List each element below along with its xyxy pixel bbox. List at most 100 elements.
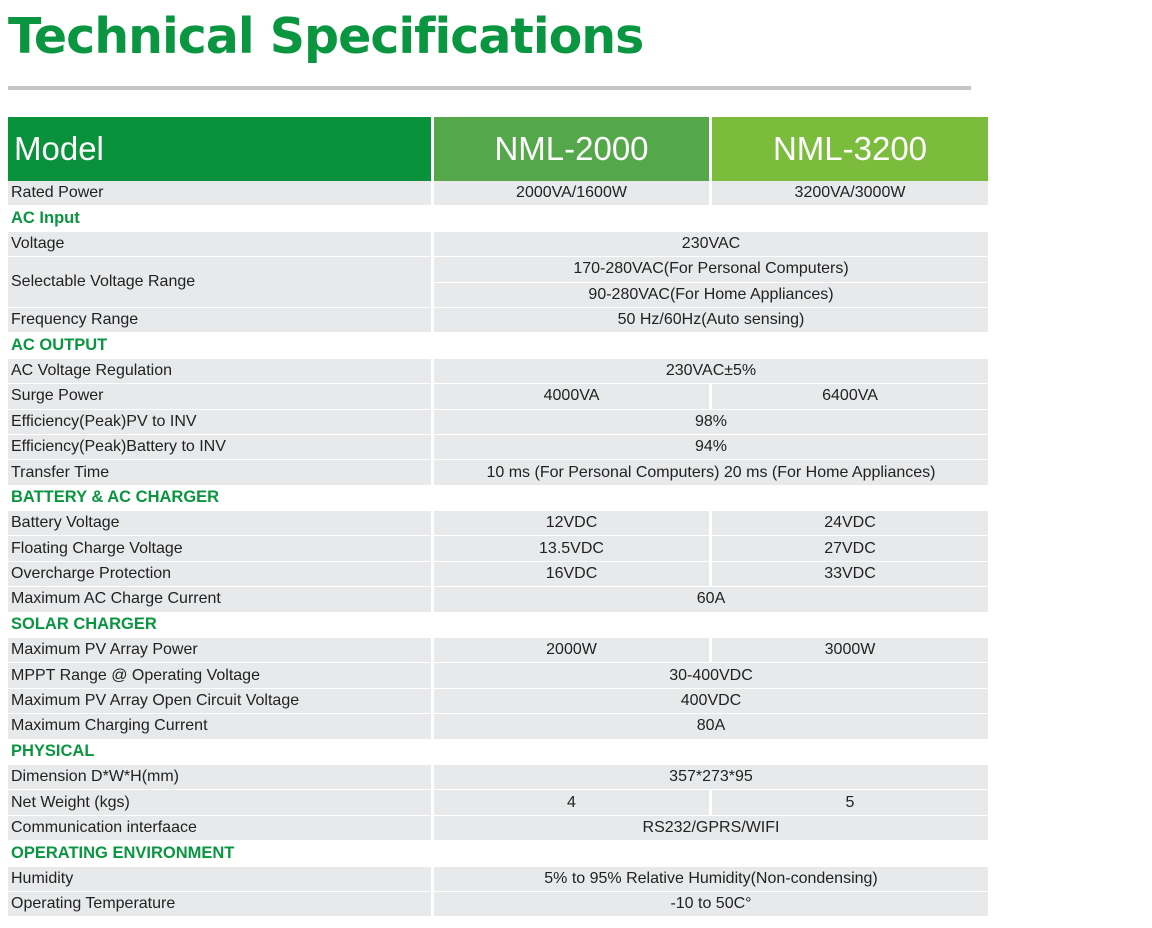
table-row: Net Weight (kgs) 4 5 (8, 790, 988, 816)
table-row: Maximum PV Array Power 2000W 3000W (8, 638, 988, 664)
cell-stack: 170-280VAC(For Personal Computers) 90-28… (431, 257, 988, 308)
row-label: Floating Charge Voltage (8, 536, 431, 562)
section-row: PHYSICAL (8, 739, 988, 765)
table-row: Maximum AC Charge Current 60A (8, 587, 988, 613)
table-row: Voltage 230VAC (8, 231, 988, 258)
cell-shared: 80A (431, 714, 988, 740)
row-label: Dimension D*W*H(mm) (8, 765, 431, 791)
table-row: Humidity 5% to 95% Relative Humidity(Non… (8, 866, 988, 892)
cell-shared: 30-400VDC (431, 663, 988, 689)
cell-nml-2000: 2000VA/1600W (431, 181, 709, 207)
section-row: SOLAR CHARGER (8, 612, 988, 639)
section-row: AC OUTPUT (8, 333, 988, 359)
section-blank (431, 841, 988, 867)
cell-nml-3200: 33VDC (709, 561, 988, 588)
table-row: Battery Voltage 12VDC 24VDC (8, 511, 988, 537)
row-label: Efficiency(Peak)PV to INV (8, 409, 431, 435)
cell-nml-3200: 3000W (709, 638, 988, 664)
cell-nml-2000: 2000W (431, 638, 709, 664)
table-row: Maximum PV Array Open Circuit Voltage 40… (8, 688, 988, 715)
section-heading: AC Input (8, 206, 431, 232)
table-row: Rated Power 2000VA/1600W 3200VA/3000W (8, 181, 988, 207)
table-row: AC Voltage Regulation 230VAC±5% (8, 358, 988, 385)
row-label: MPPT Range @ Operating Voltage (8, 663, 431, 689)
cell-nml-3200: 27VDC (709, 536, 988, 562)
table-row: Efficiency(Peak)PV to INV 98% (8, 409, 988, 435)
row-label: Battery Voltage (8, 511, 431, 537)
cell-nml-3200: 3200VA/3000W (709, 181, 988, 207)
cell-shared: -10 to 50C° (431, 891, 988, 918)
section-heading: SOLAR CHARGER (8, 612, 431, 639)
row-label: Maximum AC Charge Current (8, 587, 431, 613)
section-heading: BATTERY & AC CHARGER (8, 485, 431, 512)
section-blank (431, 206, 988, 232)
cell-shared: 50 Hz/60Hz(Auto sensing) (431, 307, 988, 334)
row-label: Selectable Voltage Range (8, 257, 431, 308)
table-row: Maximum Charging Current 80A (8, 714, 988, 740)
section-row: AC Input (8, 206, 988, 232)
table-row: Selectable Voltage Range 170-280VAC(For … (8, 257, 988, 308)
section-heading: PHYSICAL (8, 739, 431, 765)
title-divider (8, 86, 971, 90)
section-row: BATTERY & AC CHARGER (8, 485, 988, 512)
table-row: Surge Power 4000VA 6400VA (8, 384, 988, 410)
row-label: Frequency Range (8, 307, 431, 334)
cell-shared: 10 ms (For Personal Computers) 20 ms (Fo… (431, 460, 988, 486)
header-model-nml-3200: NML-3200 (712, 117, 988, 181)
section-blank (431, 333, 988, 359)
cell-nml-2000: 12VDC (431, 511, 709, 537)
table-row: Efficiency(Peak)Battery to INV 94% (8, 434, 988, 461)
cell-nml-3200: 5 (709, 790, 988, 816)
row-label: Voltage (8, 231, 431, 258)
cell-shared: 98% (431, 409, 988, 435)
row-label: Communication interfaace (8, 815, 431, 842)
table-row: Frequency Range 50 Hz/60Hz(Auto sensing) (8, 307, 988, 334)
row-label: AC Voltage Regulation (8, 358, 431, 385)
header-model-label: Model (8, 117, 431, 181)
cell-shared: 230VAC (431, 231, 988, 258)
table-row: MPPT Range @ Operating Voltage 30-400VDC (8, 663, 988, 689)
row-label: Net Weight (kgs) (8, 790, 431, 816)
row-label: Surge Power (8, 384, 431, 410)
cell-nml-2000: 4 (431, 790, 709, 816)
page-title: Technical Specifications (8, 8, 644, 65)
cell-shared: 230VAC±5% (431, 358, 988, 385)
cell-nml-3200: 24VDC (709, 511, 988, 537)
table-row: Dimension D*W*H(mm) 357*273*95 (8, 765, 988, 791)
row-label: Overcharge Protection (8, 561, 431, 588)
cell-shared: 90-280VAC(For Home Appliances) (431, 282, 988, 308)
cell-shared: 170-280VAC(For Personal Computers) (431, 257, 988, 283)
section-row: OPERATING ENVIRONMENT (8, 841, 988, 867)
cell-shared: 357*273*95 (431, 765, 988, 791)
table-row: Transfer Time 10 ms (For Personal Comput… (8, 460, 988, 486)
cell-nml-2000: 16VDC (431, 561, 709, 588)
section-heading: AC OUTPUT (8, 333, 431, 359)
section-blank (431, 612, 988, 639)
cell-shared: 400VDC (431, 688, 988, 715)
cell-shared: RS232/GPRS/WIFI (431, 815, 988, 842)
row-label: Efficiency(Peak)Battery to INV (8, 434, 431, 461)
row-label: Maximum Charging Current (8, 714, 431, 740)
row-label: Transfer Time (8, 460, 431, 486)
table-row: Overcharge Protection 16VDC 33VDC (8, 561, 988, 588)
table-row: Floating Charge Voltage 13.5VDC 27VDC (8, 536, 988, 562)
cell-shared: 60A (431, 587, 988, 613)
cell-nml-3200: 6400VA (709, 384, 988, 410)
row-label: Rated Power (8, 181, 431, 207)
spec-table: Model NML-2000 NML-3200 Rated Power 2000… (8, 117, 988, 918)
cell-nml-2000: 4000VA (431, 384, 709, 410)
row-label: Maximum PV Array Open Circuit Voltage (8, 688, 431, 715)
cell-shared: 94% (431, 434, 988, 461)
section-blank (431, 739, 988, 765)
cell-shared: 5% to 95% Relative Humidity(Non-condensi… (431, 866, 988, 892)
row-label: Maximum PV Array Power (8, 638, 431, 664)
header-model-nml-2000: NML-2000 (434, 117, 709, 181)
row-label: Operating Temperature (8, 891, 431, 918)
cell-nml-2000: 13.5VDC (431, 536, 709, 562)
table-row: Operating Temperature -10 to 50C° (8, 891, 988, 918)
section-heading: OPERATING ENVIRONMENT (8, 841, 431, 867)
section-blank (431, 485, 988, 512)
table-row: Communication interfaace RS232/GPRS/WIFI (8, 815, 988, 842)
table-header: Model NML-2000 NML-3200 (8, 117, 988, 181)
row-label: Humidity (8, 866, 431, 892)
